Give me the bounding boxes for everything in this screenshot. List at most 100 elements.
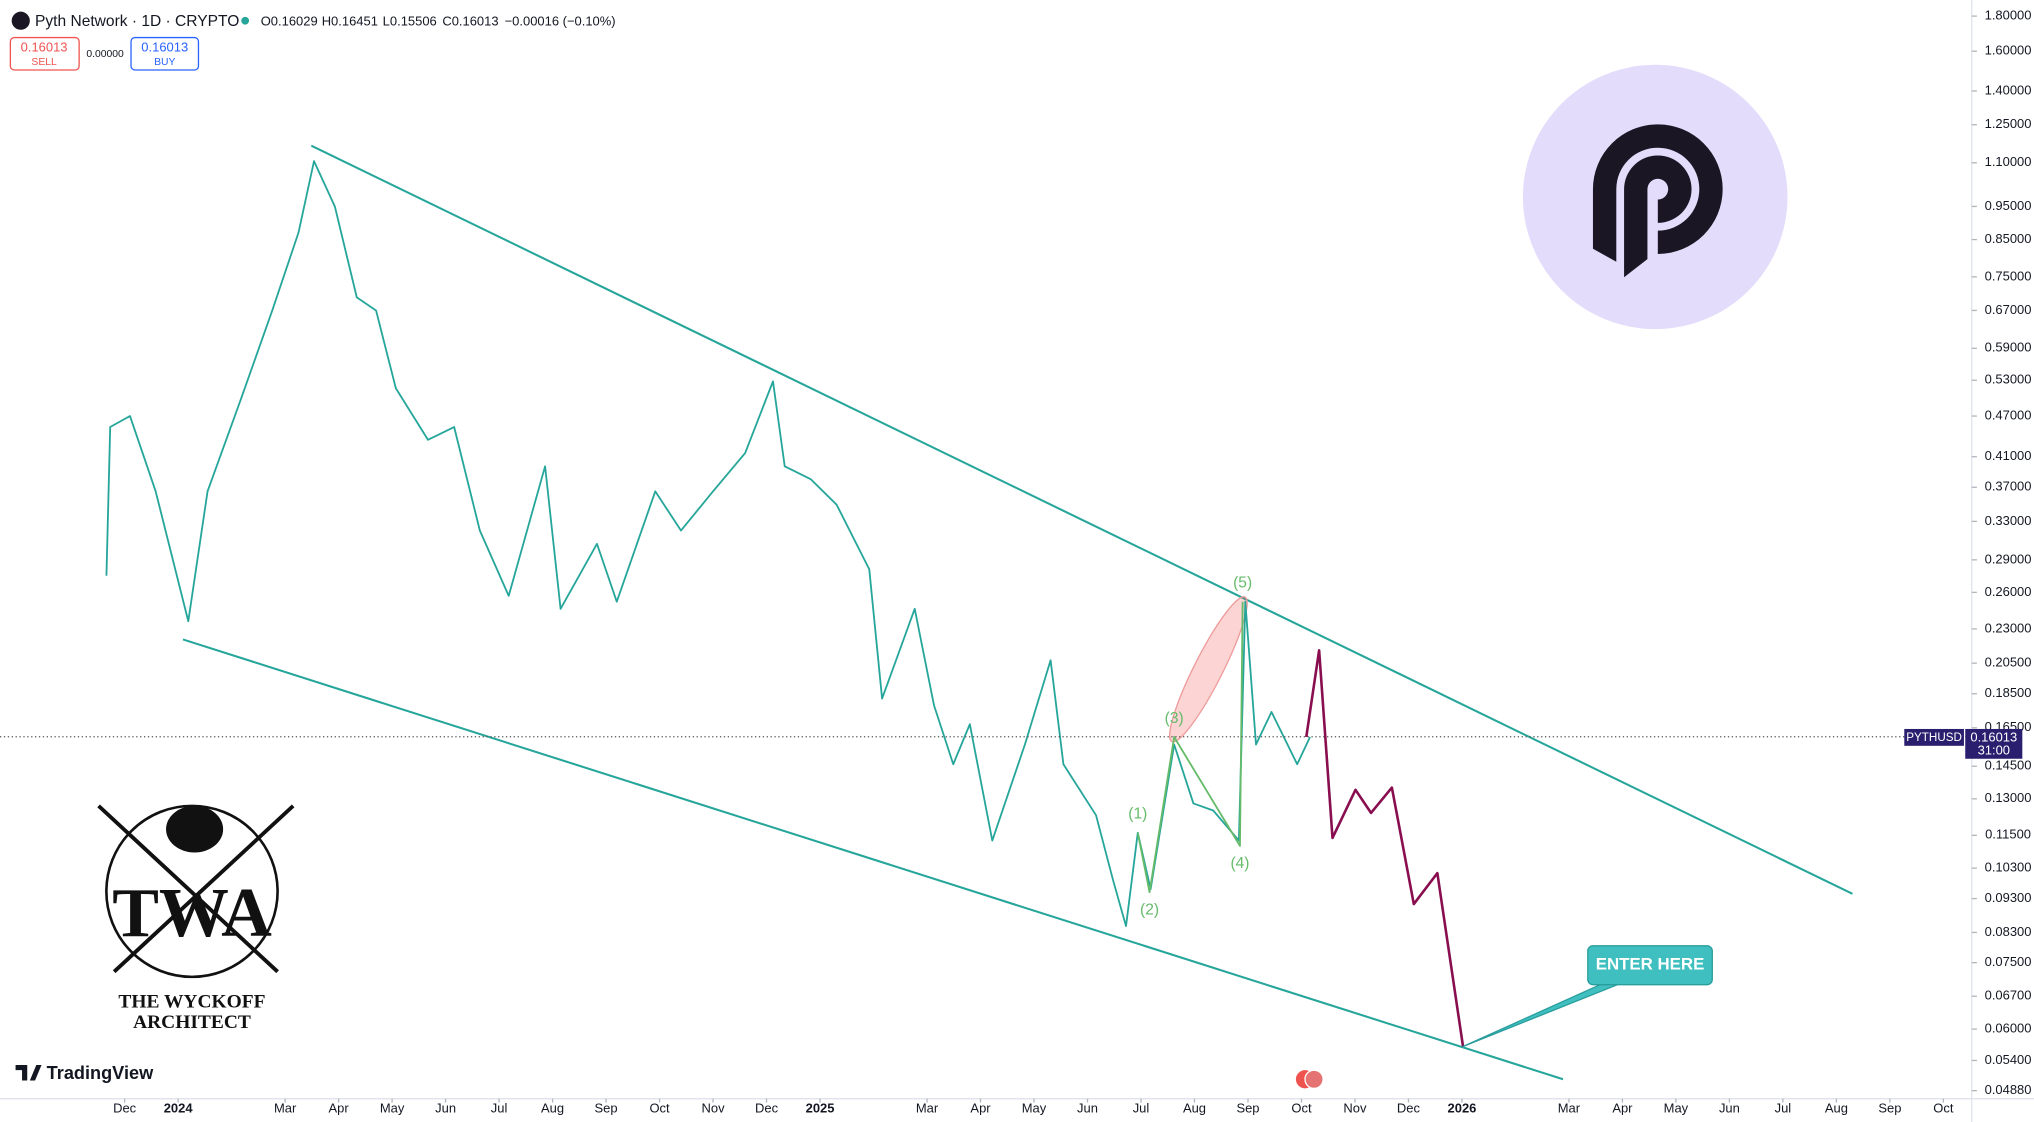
- sword: [112, 804, 295, 974]
- sell-button[interactable]: 0.16013 SELL: [9, 36, 80, 71]
- x-tick-label: Aug: [1825, 1100, 1848, 1115]
- ohlc-open: O0.16029: [261, 13, 318, 28]
- x-tick-label: Dec: [113, 1100, 137, 1115]
- wave-line: [1136, 601, 1244, 894]
- x-tick-label: Sep: [1878, 1100, 1901, 1115]
- y-tick-label: 0.75000: [1985, 268, 2032, 283]
- y-tick-label: 0.20500: [1985, 655, 2032, 670]
- price-box: [1965, 728, 2023, 759]
- x-tick-label: May: [1664, 1100, 1689, 1115]
- y-tick-label: 0.13000: [1985, 790, 2032, 805]
- x-tick-label: Sep: [1236, 1100, 1259, 1115]
- y-tick-label: 0.47000: [1985, 407, 2032, 422]
- y-tick-label: 1.80000: [1985, 8, 2032, 23]
- y-tick-label: 0.05400: [1985, 1052, 2032, 1067]
- brand-icon: [15, 1064, 42, 1081]
- watermark-ring: [105, 804, 279, 979]
- x-tick-label: May: [1022, 1100, 1047, 1115]
- x-tick-label: 2026: [1448, 1100, 1477, 1115]
- x-tick-label: Mar: [1558, 1100, 1581, 1115]
- x-tick-label: 2025: [806, 1100, 835, 1115]
- callout-text: ENTER HERE: [1596, 955, 1705, 974]
- brand: TradingView: [15, 1063, 154, 1083]
- x-tick-label: Oct: [1933, 1100, 1954, 1115]
- x-tick-label: Nov: [702, 1100, 726, 1115]
- logo-outer: [1592, 124, 1723, 262]
- channel-lower: [182, 638, 1564, 1081]
- symbol-title: Pyth Network · 1D · CRYPTO: [35, 13, 239, 30]
- sell-box[interactable]: [9, 36, 80, 71]
- callout-box: [1587, 945, 1713, 986]
- watermark-initials: TWA: [112, 875, 272, 952]
- y-tick-label: 0.85000: [1985, 231, 2032, 246]
- x-tick-label: Jun: [1719, 1100, 1740, 1115]
- buy-label[interactable]: BUY: [154, 57, 175, 68]
- event-icon: [1295, 1069, 1324, 1089]
- x-tick-label: Dec: [1397, 1100, 1421, 1115]
- x-tick-label: Dec: [755, 1100, 779, 1115]
- x-tick-label: Aug: [1183, 1100, 1206, 1115]
- y-tick-label: 0.23000: [1985, 620, 2032, 635]
- status-dot: [241, 16, 250, 25]
- x-tick-label: Sep: [595, 1100, 618, 1115]
- y-tick-label: 0.06000: [1985, 1021, 2032, 1036]
- wave-label: (4): [1230, 855, 1249, 872]
- ohlc-close: C0.16013: [442, 13, 498, 28]
- wave-highlight: [1169, 596, 1248, 743]
- wave-label: (2): [1140, 901, 1159, 918]
- x-tick-label: Jul: [491, 1100, 508, 1115]
- buy-button[interactable]: 0.16013 BUY: [130, 36, 200, 71]
- pyth-logo: [1522, 64, 1788, 330]
- watermark-line: ARCHITECT: [133, 1012, 251, 1033]
- ohlc-low: L0.15506: [383, 13, 437, 28]
- spread: 0.00000: [86, 49, 124, 60]
- x-tick-label: Oct: [649, 1100, 670, 1115]
- y-tick-label: 0.53000: [1985, 372, 2032, 387]
- sell-label[interactable]: SELL: [31, 57, 57, 68]
- y-tick-label: 0.59000: [1985, 340, 2032, 355]
- buy-price[interactable]: 0.16013: [141, 39, 188, 54]
- price-value: 0.16013: [1970, 729, 2017, 744]
- wave-label: (1): [1128, 806, 1147, 823]
- y-tick-label: 0.37000: [1985, 479, 2032, 494]
- x-tick-label: Mar: [274, 1100, 297, 1115]
- y-tick-label: 0.06700: [1985, 988, 2032, 1003]
- ticker-box: [1904, 728, 1964, 746]
- y-tick-label: 1.60000: [1985, 43, 2032, 58]
- y-tick-label: 0.11500: [1985, 827, 2031, 842]
- sell-price[interactable]: 0.16013: [21, 39, 68, 54]
- sword: [97, 804, 279, 974]
- x-tick-label: Apr: [329, 1100, 350, 1115]
- x-tick-label: Aug: [541, 1100, 564, 1115]
- flag-icon: [1304, 1069, 1324, 1089]
- countdown: 31:00: [1978, 742, 2010, 757]
- x-tick-label: Apr: [1612, 1100, 1633, 1115]
- y-tick-label: 0.29000: [1985, 551, 2032, 566]
- x-tick-label: Nov: [1343, 1100, 1367, 1115]
- x-tick-label: Jul: [1133, 1100, 1150, 1115]
- x-tick-label: Jun: [435, 1100, 456, 1115]
- x-tick-label: Jun: [1077, 1100, 1098, 1115]
- wave-label: (5): [1233, 575, 1252, 592]
- ticker-label: PYTHUSD: [1906, 731, 1962, 744]
- y-tick-label: 1.25000: [1985, 116, 2032, 131]
- y-tick-label: 1.40000: [1985, 82, 2032, 97]
- y-tick-label: 0.07500: [1985, 954, 2032, 969]
- buy-box[interactable]: [130, 36, 200, 71]
- helmet: [166, 805, 224, 853]
- y-tick-label: 0.08300: [1985, 924, 2032, 939]
- ohlc-change: −0.00016 (−0.10%): [505, 13, 616, 28]
- wave-label: (3): [1165, 710, 1184, 727]
- x-tick-label: Apr: [970, 1100, 991, 1115]
- y-tick-label: 0.14500: [1985, 758, 2032, 773]
- channel-upper: [310, 144, 1853, 895]
- y-tick-label: 0.67000: [1985, 302, 2032, 317]
- brand-name: TradingView: [47, 1063, 154, 1083]
- plot-area: (1) (2) (3) (4) (5) ENTER HERE: [105, 144, 1853, 1081]
- x-tick-label: 2024: [164, 1100, 194, 1115]
- x-tick-label: May: [380, 1100, 405, 1115]
- y-tick-label: 0.95000: [1985, 198, 2032, 213]
- x-tick-label: Jul: [1775, 1100, 1792, 1115]
- x-tick-label: Oct: [1291, 1100, 1312, 1115]
- y-tick-label: 1.10000: [1985, 154, 2032, 169]
